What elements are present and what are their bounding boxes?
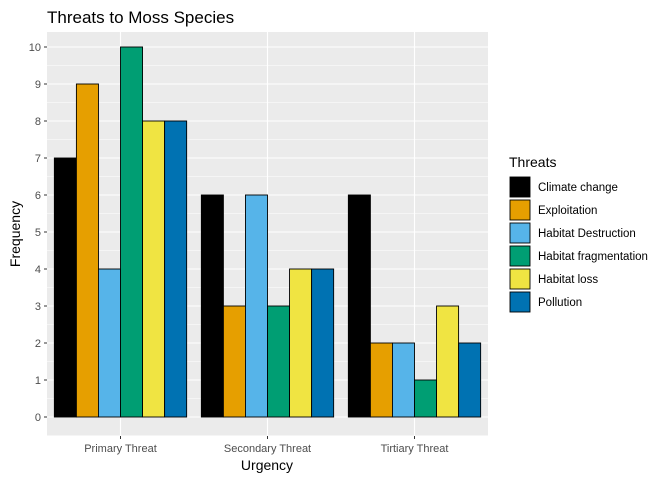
- y-tick-label: 1: [35, 375, 41, 387]
- x-axis: Primary Threat Secondary Threat Tirtiary T…: [84, 436, 448, 455]
- y-tick-label: 3: [35, 301, 41, 313]
- legend-label: Habitat Destruction: [538, 228, 636, 240]
- bar: [244, 194, 268, 418]
- legend-label: Habitat loss: [538, 274, 598, 286]
- bar: [458, 342, 482, 418]
- y-tick-label: 0: [35, 412, 41, 424]
- bar: [436, 305, 460, 418]
- legend-key: [509, 222, 531, 244]
- y-axis: 0 1 2 3 4 5 6 7 8 9 10: [29, 42, 47, 424]
- bar: [75, 83, 99, 418]
- bar: [164, 120, 188, 418]
- y-tick-label: 5: [35, 227, 41, 239]
- x-tick-label: Secondary Threat: [224, 443, 311, 455]
- legend-key: [509, 176, 531, 198]
- legend-title: Threats: [509, 154, 556, 170]
- y-tick-label: 4: [35, 264, 41, 276]
- bar: [53, 157, 77, 418]
- x-tick-label: Tirtiary Threat: [381, 443, 449, 455]
- legend-label: Pollution: [538, 297, 582, 309]
- bar: [222, 305, 246, 418]
- legend-label: Habitat fragmentation: [538, 251, 648, 263]
- legend-key: [509, 199, 531, 221]
- bar: [97, 268, 121, 418]
- legend: Threats Climate change Exploitation Habita…: [509, 154, 648, 313]
- x-axis-title: Urgency: [241, 457, 293, 473]
- y-tick-label: 7: [35, 153, 41, 165]
- legend-label: Exploitation: [538, 205, 597, 217]
- legend-key: [509, 268, 531, 290]
- bar: [369, 342, 393, 418]
- bar: [267, 305, 290, 418]
- x-tick-label: Primary Threat: [84, 443, 157, 455]
- bar: [311, 268, 335, 418]
- y-tick-label: 8: [35, 116, 41, 128]
- chart-title: Threats to Moss Species: [47, 8, 234, 27]
- bar: [347, 194, 371, 418]
- bar: [142, 120, 166, 418]
- bar: [289, 268, 313, 418]
- y-tick-label: 6: [35, 190, 41, 202]
- legend-label: Climate change: [538, 182, 618, 194]
- bars-layer: [53, 46, 482, 418]
- y-tick-label: 2: [35, 338, 41, 350]
- y-tick-label: 9: [35, 79, 41, 91]
- bar: [414, 379, 437, 418]
- bar: [392, 342, 415, 418]
- legend-key: [509, 291, 531, 313]
- bar: [120, 46, 143, 418]
- legend-key: [509, 245, 531, 267]
- bar: [200, 194, 224, 418]
- y-axis-title: Frequency: [7, 201, 23, 267]
- y-tick-label: 10: [29, 42, 41, 54]
